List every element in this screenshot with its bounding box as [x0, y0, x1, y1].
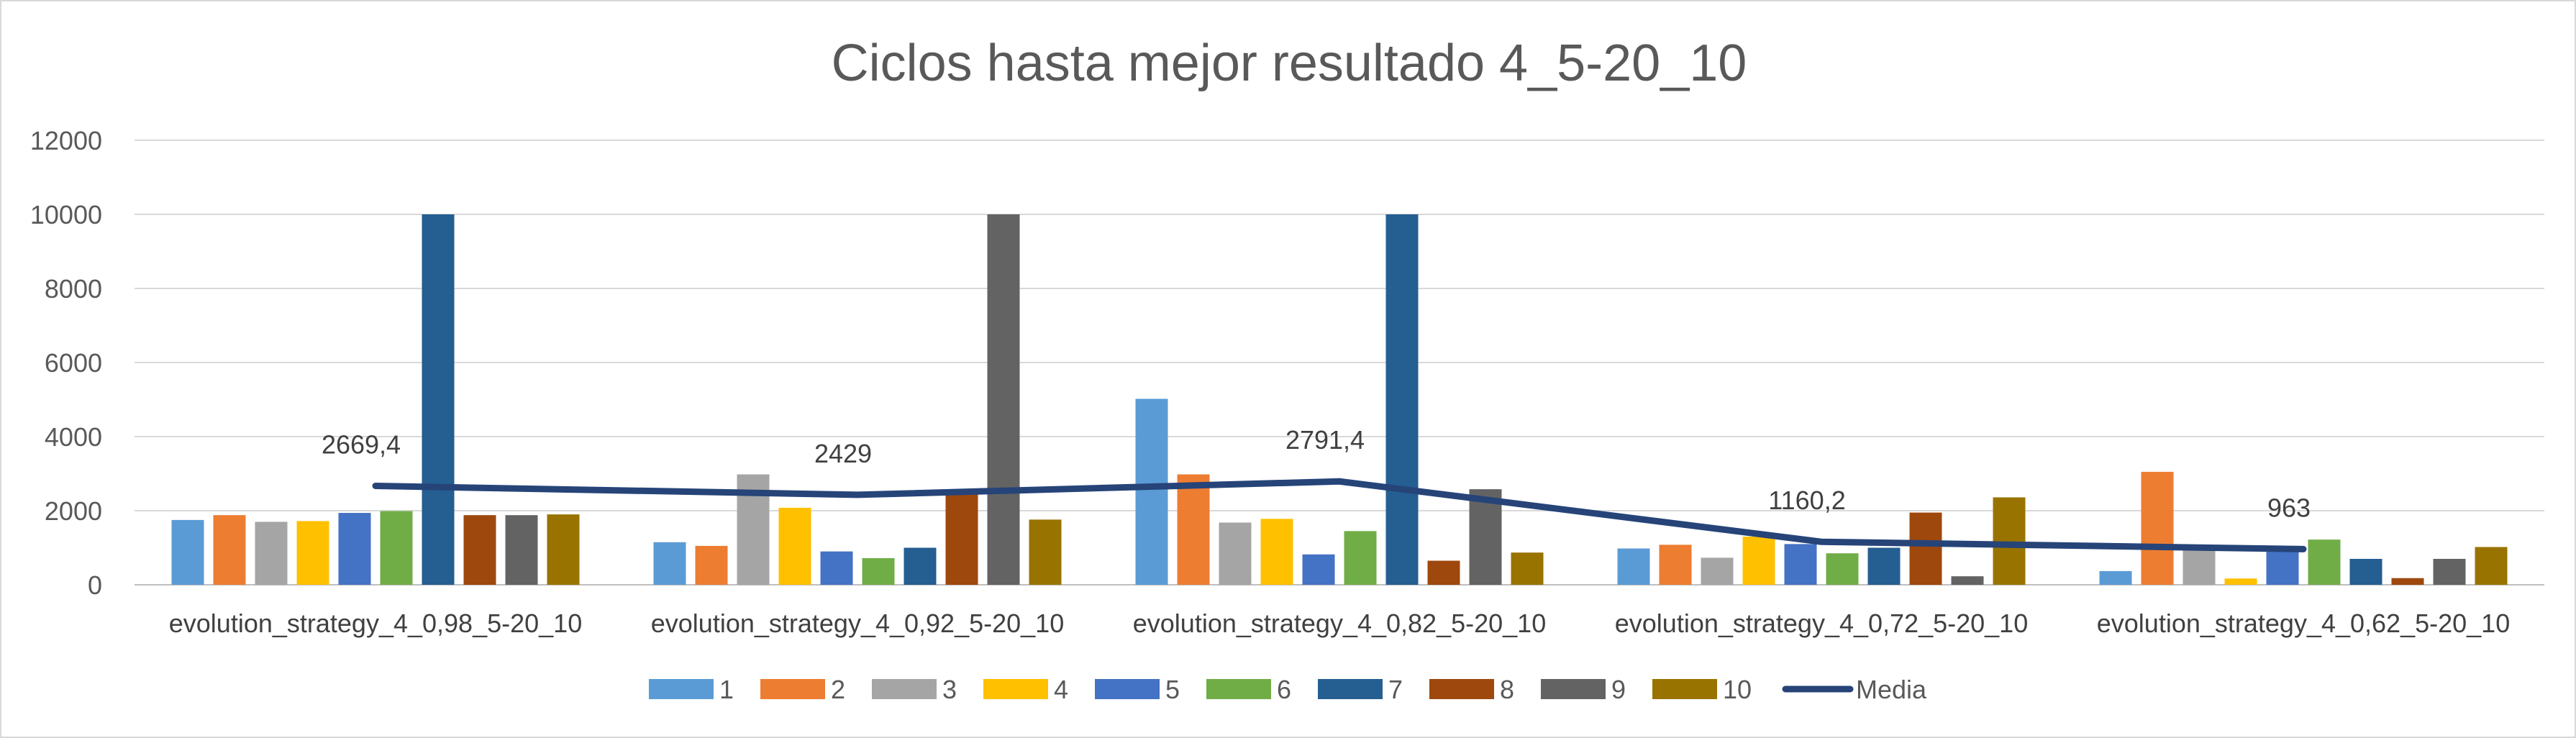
legend-label: 10 [1723, 675, 1752, 704]
bar-series-7-4 [1867, 547, 1901, 585]
bar-series-6-1 [380, 511, 413, 585]
bar-series-8-1 [463, 515, 496, 585]
bar-series-5-5 [2266, 550, 2299, 585]
x-category-label: evolution_strategy_4_0,62_5-20_10 [2097, 609, 2510, 638]
y-tick-label: 6000 [45, 348, 102, 378]
y-axis-ticks: 0 2000 4000 6000 8000 10000 12000 [30, 126, 102, 600]
bar-series-9-2 [987, 214, 1020, 585]
bar-series-5-3 [1302, 554, 1335, 585]
media-series: 2669,4 2429 2791,4 1160,2 963 [322, 425, 2311, 552]
legend-label: 3 [942, 675, 957, 704]
bar-series-2-5 [2141, 471, 2174, 585]
legend-label: Media [1856, 675, 1927, 704]
y-tick-label: 4000 [45, 422, 102, 452]
legend-label: 4 [1054, 675, 1068, 704]
legend-swatch-10 [1652, 679, 1717, 699]
bar-series-2-1 [213, 515, 246, 585]
bar-series-3-1 [255, 521, 288, 585]
legend-swatch-4 [983, 679, 1048, 699]
legend-swatch-3 [872, 679, 937, 699]
bar-series-6-4 [1826, 553, 1859, 585]
bar-series-4-5 [2224, 578, 2257, 585]
media-data-label: 2429 [814, 439, 872, 468]
legend-label: 2 [831, 675, 845, 704]
media-data-label: 1160,2 [1768, 486, 1845, 515]
bar-series-3-4 [1701, 557, 1734, 585]
x-category-label: evolution_strategy_4_0,98_5-20_10 [169, 609, 582, 638]
bar-series-6-5 [2308, 539, 2341, 585]
x-category-label: evolution_strategy_4_0,82_5-20_10 [1133, 609, 1546, 638]
bar-series-8-2 [945, 493, 978, 585]
bar-series-1-2 [653, 542, 686, 585]
bar-series-2-3 [1177, 474, 1210, 585]
legend: 1 2 3 4 5 6 7 8 9 10 Media [649, 675, 1927, 704]
y-tick-label: 2000 [45, 496, 102, 526]
legend-swatch-1 [649, 679, 714, 699]
bar-series-1-3 [1135, 398, 1168, 585]
legend-swatch-2 [760, 679, 825, 699]
bar-series-2-4 [1659, 545, 1692, 585]
legend-label: 8 [1500, 675, 1514, 704]
bar-series-10-2 [1029, 519, 1062, 585]
media-data-label: 2791,4 [1285, 425, 1365, 455]
media-data-label: 963 [2267, 493, 2311, 522]
bar-series-8-5 [2391, 578, 2424, 585]
bar-series-7-3 [1385, 214, 1419, 585]
bar-series-9-3 [1469, 489, 1502, 585]
bar-series-7-1 [422, 214, 455, 585]
bar-series-9-1 [505, 515, 538, 585]
y-tick-label: 0 [88, 570, 102, 600]
bar-series-10-1 [547, 514, 580, 585]
legend-swatch-8 [1429, 679, 1494, 699]
gridlines [135, 140, 2544, 586]
bar-series [171, 214, 2508, 585]
bar-series-7-2 [904, 547, 937, 585]
legend-swatch-9 [1541, 679, 1606, 699]
bar-series-3-3 [1219, 522, 1252, 585]
bar-series-4-2 [778, 507, 811, 585]
bar-series-1-5 [2099, 570, 2132, 585]
bar-series-5-4 [1784, 544, 1817, 585]
chart-title: Ciclos hasta mejor resultado 4_5-20_10 [832, 35, 1747, 92]
legend-label: 7 [1388, 675, 1403, 704]
bar-series-1-1 [171, 519, 204, 585]
media-line [372, 478, 2307, 552]
legend-label: 6 [1277, 675, 1291, 704]
legend-swatch-6 [1206, 679, 1271, 699]
bar-series-4-1 [296, 521, 329, 585]
y-tick-label: 10000 [30, 200, 102, 229]
bar-series-4-3 [1260, 519, 1293, 585]
bar-series-2-2 [695, 545, 728, 585]
y-tick-label: 8000 [45, 274, 102, 304]
bar-series-8-4 [1909, 512, 1942, 585]
y-tick-label: 12000 [30, 126, 102, 155]
bar-series-1-4 [1617, 548, 1650, 585]
bar-series-4-4 [1742, 537, 1775, 585]
legend-label: 1 [719, 675, 734, 704]
media-data-label: 2669,4 [322, 430, 401, 460]
legend-swatch-5 [1095, 679, 1160, 699]
bar-series-3-5 [2183, 550, 2216, 585]
bar-series-6-3 [1344, 531, 1377, 585]
x-category-label: evolution_strategy_4_0,72_5-20_10 [1615, 609, 2028, 638]
legend-swatch-7 [1318, 679, 1383, 699]
bar-series-6-2 [862, 557, 895, 585]
bar-series-10-3 [1511, 552, 1544, 585]
bar-series-5-1 [338, 513, 371, 585]
bar-series-7-5 [2349, 558, 2382, 585]
bar-series-5-2 [820, 551, 853, 585]
x-category-label: evolution_strategy_4_0,92_5-20_10 [651, 609, 1064, 638]
bar-series-9-4 [1951, 576, 1984, 585]
bar-series-8-3 [1427, 560, 1460, 585]
bar-series-10-4 [1993, 497, 2026, 585]
bar-series-9-5 [2433, 558, 2466, 585]
x-axis-categories: evolution_strategy_4_0,98_5-20_10 evoluti… [169, 609, 2510, 638]
bar-series-10-5 [2475, 547, 2508, 585]
legend-label: 5 [1165, 675, 1180, 704]
legend-label: 9 [1611, 675, 1626, 704]
